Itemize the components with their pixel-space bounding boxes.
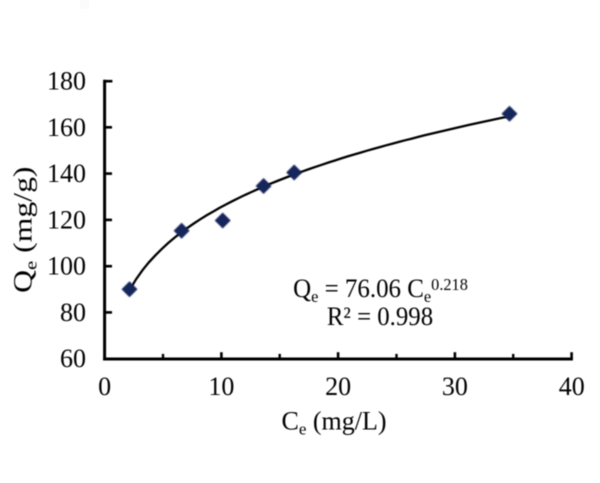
svg-text:40: 40 bbox=[559, 372, 585, 401]
svg-text:180: 180 bbox=[47, 67, 86, 96]
svg-text:Qe = 76.06 Ce0.218: Qe = 76.06 Ce0.218 bbox=[293, 274, 468, 307]
svg-text:80: 80 bbox=[60, 298, 86, 327]
svg-text:30: 30 bbox=[442, 372, 468, 401]
svg-text:60: 60 bbox=[60, 344, 86, 373]
svg-text:10: 10 bbox=[208, 372, 234, 401]
svg-text:20: 20 bbox=[325, 372, 351, 401]
svg-text:160: 160 bbox=[47, 113, 86, 142]
svg-text:140: 140 bbox=[47, 159, 86, 188]
svg-text:Ce (mg/L): Ce (mg/L) bbox=[281, 407, 386, 439]
svg-text:120: 120 bbox=[47, 205, 86, 234]
svg-text:0: 0 bbox=[98, 372, 111, 401]
svg-text:100: 100 bbox=[47, 252, 86, 281]
svg-text:Qe (mg/g): Qe (mg/g) bbox=[9, 167, 41, 293]
svg-text:R² = 0.998: R² = 0.998 bbox=[327, 302, 433, 331]
